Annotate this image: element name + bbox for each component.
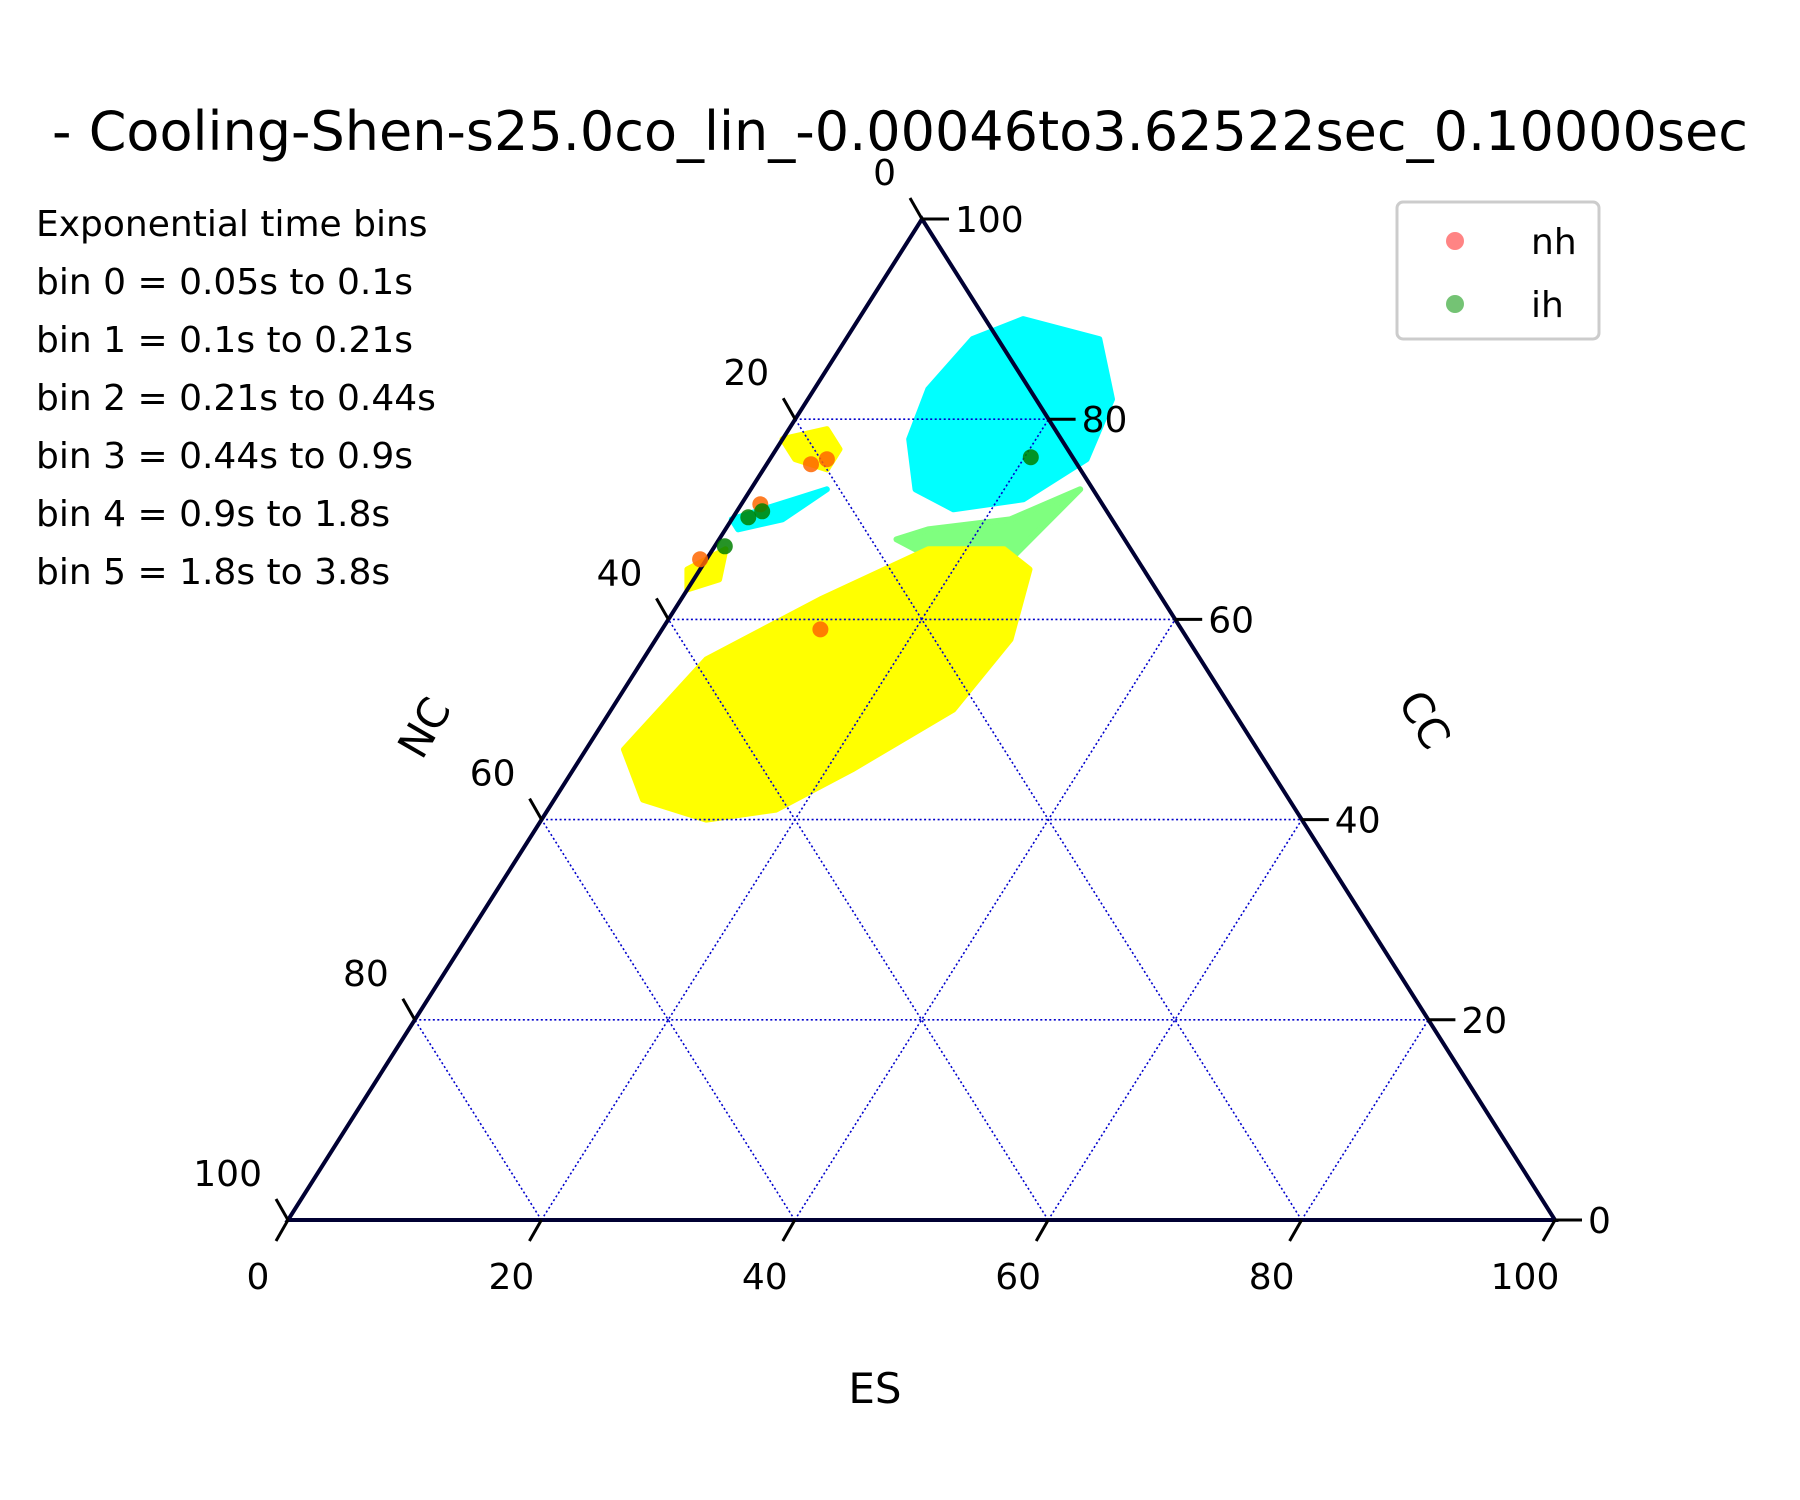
- bottom-tick-label: 80: [1249, 1257, 1295, 1298]
- legend-marker-ih: [1446, 295, 1464, 313]
- triangle-frame: [284, 215, 1559, 1222]
- bottom-tick: [1541, 1219, 1557, 1242]
- bottom-tick: [781, 1219, 797, 1242]
- left-tick: [401, 998, 417, 1021]
- left-tick: [274, 1198, 290, 1221]
- time-bins-annotation: Exponential time bins bin 0 = 0.05s to 0.…: [36, 204, 436, 593]
- right-tick-label: 100: [955, 200, 1024, 241]
- point-nh: [818, 451, 835, 468]
- left-tick-label: 100: [193, 1154, 262, 1195]
- annotation-line: bin 5 = 1.8s to 3.8s: [36, 552, 390, 593]
- bottom-tick-label: 20: [488, 1257, 534, 1298]
- left-tick-label: 0: [873, 153, 896, 194]
- right-tick-label: 0: [1588, 1201, 1611, 1242]
- bottom-tick: [528, 1219, 543, 1242]
- bottom-tick: [1034, 1219, 1050, 1242]
- point-ih: [740, 509, 757, 526]
- grid-line: [414, 1019, 543, 1221]
- bottom-tick-label: 40: [742, 1257, 788, 1298]
- left-axis-label: NC: [388, 689, 461, 766]
- bottom-tick: [274, 1219, 290, 1242]
- density-regions: [621, 316, 1115, 823]
- left-tick: [528, 797, 543, 821]
- grid-line: [667, 618, 1049, 1221]
- axis-ticks: 0 0 0 20 20 20 40 40 40 60 60 60 80 80 80 100 100 100: [193, 153, 1611, 1298]
- point-nh: [812, 621, 829, 638]
- left-tick-label: 40: [597, 553, 643, 594]
- density-region-2: [621, 546, 1033, 823]
- right-tick-label: 40: [1335, 801, 1381, 842]
- left-tick: [781, 397, 797, 420]
- point-nh: [803, 456, 819, 473]
- point-ih: [716, 538, 733, 555]
- left-tick-label: 20: [723, 353, 769, 394]
- density-region-5: [684, 546, 729, 593]
- data-points: [692, 449, 1039, 638]
- density-region-0: [906, 316, 1115, 513]
- chart-title: - Cooling-Shen-s25.0co_lin_-0.00046to3.6…: [52, 100, 1748, 163]
- point-ih: [1022, 449, 1039, 466]
- legend-marker-nh: [1446, 232, 1464, 250]
- point-nh: [692, 551, 709, 568]
- annotation-line: bin 4 = 0.9s to 1.8s: [36, 494, 390, 535]
- annotation-line: bin 2 = 0.21s to 0.44s: [36, 378, 436, 419]
- legend: nh ih: [1395, 200, 1601, 341]
- right-axis-label: CC: [1389, 682, 1461, 757]
- triangle-outline: [284, 215, 1559, 1222]
- right-tick-label: 80: [1082, 400, 1128, 441]
- annotation-line: Exponential time bins: [36, 204, 428, 245]
- legend-label-ih: ih: [1531, 285, 1564, 326]
- bottom-axis-label: ES: [848, 1364, 901, 1413]
- grid-line: [794, 618, 1176, 1221]
- annotation-line: bin 1 = 0.1s to 0.21s: [36, 320, 413, 361]
- bottom-tick: [1288, 1219, 1303, 1242]
- right-tick-label: 60: [1208, 600, 1254, 641]
- left-tick-label: 60: [470, 754, 516, 795]
- annotation-line: bin 3 = 0.44s to 0.9s: [36, 436, 413, 477]
- bottom-tick-label: 0: [247, 1257, 270, 1298]
- bottom-tick-label: 60: [995, 1257, 1041, 1298]
- left-tick: [908, 197, 924, 220]
- right-tick-label: 20: [1461, 1001, 1507, 1042]
- grid-lines: [414, 418, 1430, 1221]
- annotation-line: bin 0 = 0.05s to 0.1s: [36, 262, 413, 303]
- left-tick: [655, 597, 670, 621]
- left-tick-label: 80: [343, 954, 389, 995]
- legend-label-nh: nh: [1531, 222, 1577, 263]
- bottom-tick-label: 100: [1491, 1257, 1560, 1298]
- point-ih: [754, 503, 771, 520]
- grid-line: [1300, 1019, 1430, 1221]
